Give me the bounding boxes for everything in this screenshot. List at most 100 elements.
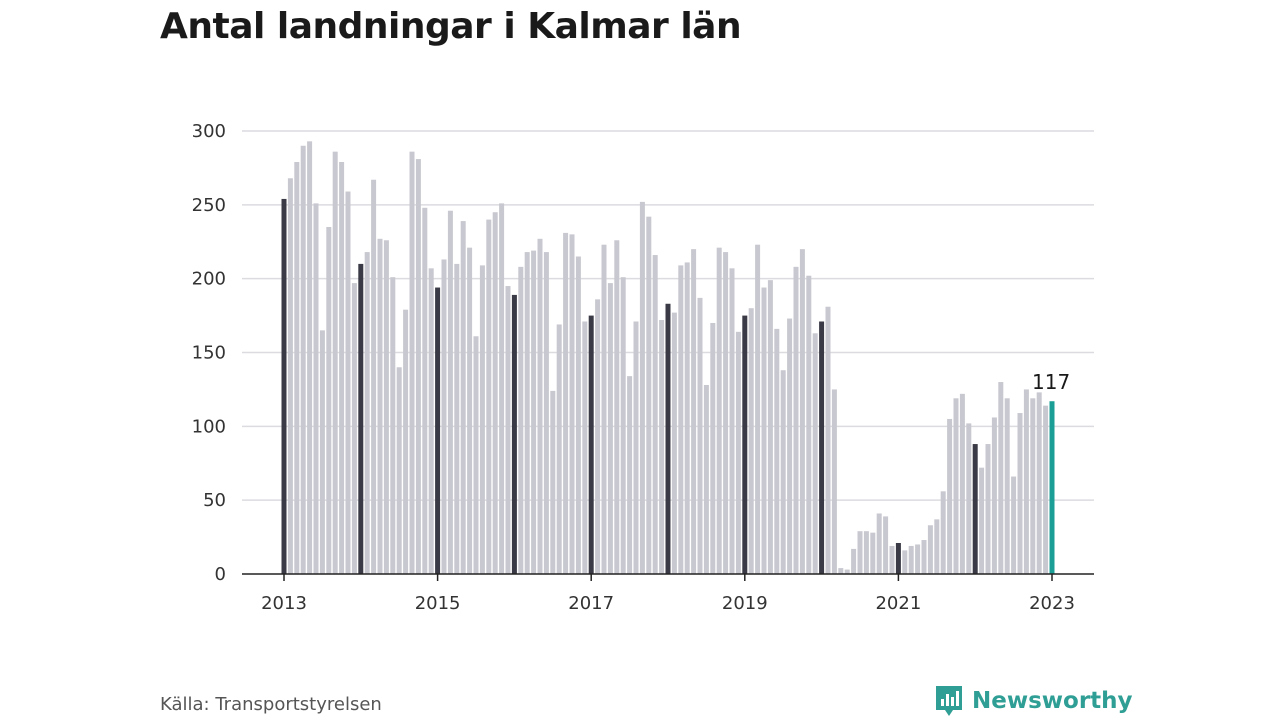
bar <box>441 259 447 574</box>
bar <box>755 244 761 574</box>
bar <box>799 249 805 574</box>
y-tick-label: 0 <box>215 564 226 585</box>
bar <box>332 151 338 575</box>
bar <box>281 198 287 574</box>
bar <box>793 266 799 574</box>
bar <box>287 178 293 574</box>
y-tick-label: 100 <box>192 416 226 437</box>
bar <box>499 203 505 575</box>
latest-value-label: 117 <box>1032 370 1070 394</box>
x-tick-label: 2015 <box>415 593 461 614</box>
x-tick-label: 2023 <box>1029 593 1075 614</box>
bar <box>447 210 453 575</box>
bar <box>428 268 434 574</box>
y-tick-label: 50 <box>203 490 226 511</box>
bar <box>723 252 729 574</box>
bar <box>1004 398 1010 574</box>
bar-chart-logo-icon <box>936 686 962 716</box>
bar <box>339 162 345 574</box>
bar <box>710 322 716 574</box>
bar <box>659 320 665 574</box>
bar <box>601 244 607 574</box>
y-tick-label: 250 <box>192 195 226 216</box>
bar <box>1049 401 1055 574</box>
y-tick-label: 300 <box>192 121 226 142</box>
bar <box>761 287 767 574</box>
bar <box>806 275 812 574</box>
bar <box>863 531 869 574</box>
bar <box>966 423 972 574</box>
x-tick-label: 2019 <box>722 593 768 614</box>
bar <box>486 219 492 574</box>
bar <box>569 234 575 574</box>
bar <box>1017 413 1023 574</box>
bar <box>883 516 889 574</box>
bar <box>895 542 901 574</box>
bar <box>742 315 748 574</box>
source-note: Källa: Transportstyrelsen <box>160 694 382 715</box>
bar <box>729 268 735 574</box>
bar <box>403 309 409 574</box>
bar <box>780 370 786 574</box>
bar <box>838 568 844 574</box>
bar <box>614 240 620 574</box>
bar <box>435 287 441 574</box>
bar <box>947 418 953 574</box>
bar <box>671 312 677 574</box>
bar <box>345 191 351 575</box>
bar <box>556 324 562 574</box>
bar <box>953 398 959 574</box>
x-tick-label: 2021 <box>875 593 921 614</box>
bar <box>326 226 332 575</box>
bar <box>454 263 460 574</box>
bar <box>575 256 581 574</box>
bar <box>588 315 594 574</box>
bar <box>377 238 383 575</box>
bar <box>684 262 690 574</box>
bar <box>652 255 658 575</box>
bar <box>998 382 1004 574</box>
bar <box>889 545 895 574</box>
bar <box>908 545 914 574</box>
bar <box>467 247 473 574</box>
bar <box>857 531 863 574</box>
bar <box>524 252 530 574</box>
bar <box>1043 405 1049 574</box>
bar <box>940 491 946 574</box>
bar <box>543 252 549 574</box>
bar <box>505 286 511 574</box>
bar <box>876 513 882 574</box>
bar <box>959 393 965 574</box>
bar <box>665 303 671 574</box>
bar <box>595 299 601 574</box>
bar <box>518 266 524 574</box>
bar <box>607 283 613 574</box>
bar <box>511 294 517 574</box>
bar <box>934 519 940 574</box>
y-tick-label: 150 <box>192 343 226 364</box>
bar <box>479 265 485 574</box>
bar <box>703 384 709 574</box>
bar <box>620 277 626 574</box>
bar <box>358 263 364 574</box>
brand: Newsworthy <box>934 684 1133 718</box>
bar <box>313 203 319 575</box>
tick-labels: 0 50 100 150 200 250 300 2013 2015 2017 2019 2021 20… <box>192 121 1075 614</box>
brand-name: Newsworthy <box>972 688 1133 714</box>
bar <box>639 201 645 574</box>
bar <box>851 548 857 574</box>
bar <box>422 207 428 575</box>
bar <box>991 417 997 574</box>
bar <box>825 306 831 574</box>
bar <box>831 389 837 574</box>
bar <box>415 159 421 574</box>
bar <box>748 308 754 574</box>
bar <box>492 212 498 574</box>
bar <box>300 145 306 574</box>
bar <box>767 280 773 574</box>
bar <box>473 336 479 574</box>
bars <box>281 141 1055 575</box>
bar <box>870 532 876 574</box>
bar <box>921 540 927 574</box>
